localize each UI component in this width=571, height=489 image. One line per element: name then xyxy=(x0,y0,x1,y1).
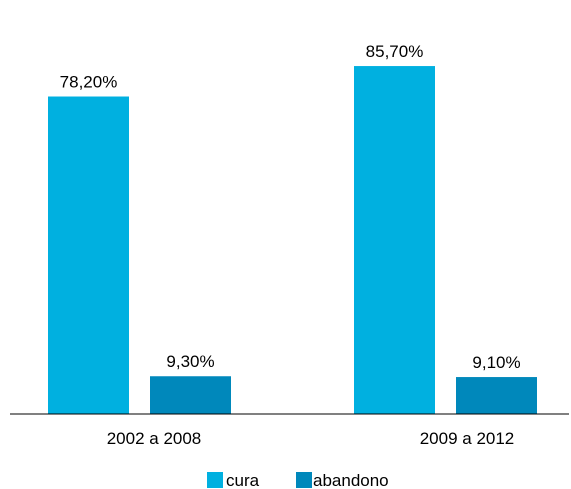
legend-swatch-cura xyxy=(207,472,223,488)
data-label-cura-0: 78,20% xyxy=(60,73,118,92)
legend-label-abandono: abandono xyxy=(313,471,389,489)
bar-abandono-0 xyxy=(150,376,231,414)
data-label-abandono-1: 9,10% xyxy=(472,353,520,372)
data-label-cura-1: 85,70% xyxy=(366,42,424,61)
bar-abandono-1 xyxy=(456,377,537,414)
x-tick-label-1: 2009 a 2012 xyxy=(420,429,515,448)
bar-cura-1 xyxy=(354,66,435,415)
bars-group xyxy=(48,66,537,415)
legend-label-cura: cura xyxy=(226,471,260,489)
data-label-abandono-0: 9,30% xyxy=(166,352,214,371)
data-labels-group: 78,20% 9,30% 85,70% 9,10% xyxy=(60,42,521,372)
x-tick-labels-group: 2002 a 2008 2009 a 2012 xyxy=(107,429,515,448)
x-tick-label-0: 2002 a 2008 xyxy=(107,429,202,448)
bar-cura-0 xyxy=(48,96,129,415)
legend: cura abandono xyxy=(207,471,389,489)
legend-swatch-abandono xyxy=(296,472,312,488)
